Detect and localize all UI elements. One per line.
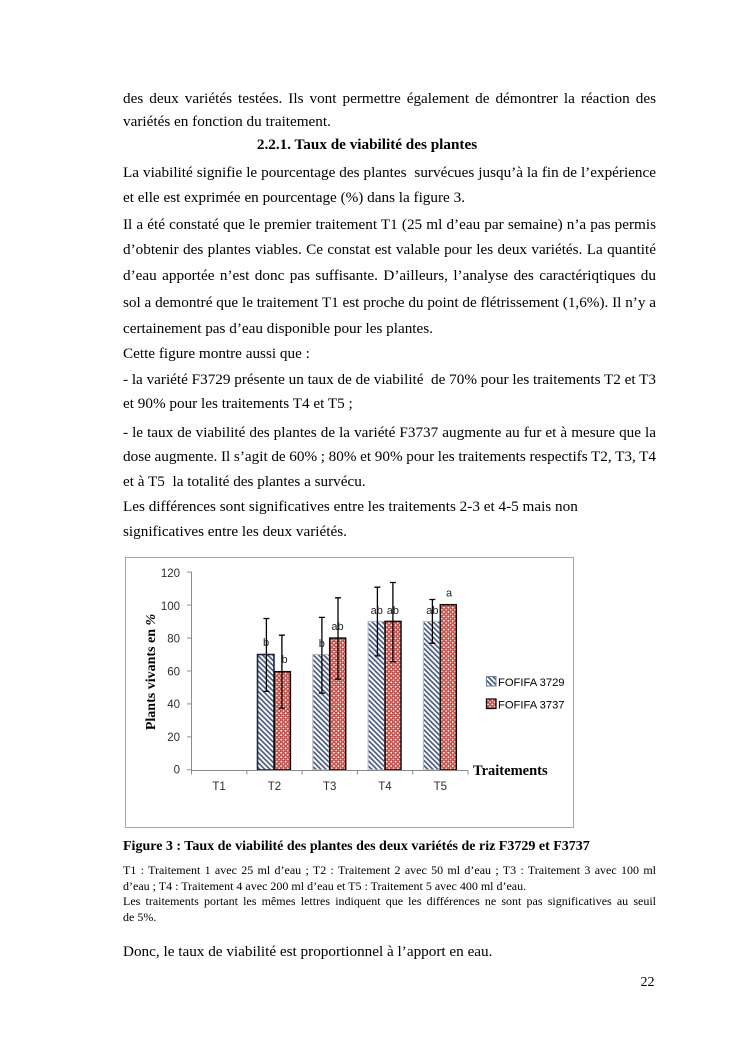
svg-text:ab: ab [371,605,383,617]
svg-text:ab: ab [426,605,438,617]
svg-text:T1: T1 [212,781,225,793]
svg-text:120: 120 [161,568,180,580]
svg-text:Traitements: Traitements [473,763,548,779]
svg-text:T2: T2 [268,781,281,793]
svg-text:b: b [281,654,287,666]
svg-text:b: b [263,637,269,649]
svg-text:ab: ab [331,621,343,633]
svg-text:a: a [446,588,453,600]
svg-text:ab: ab [387,605,399,617]
svg-text:20: 20 [167,732,180,744]
svg-text:100: 100 [161,601,180,613]
svg-text:FOFIFA 3729: FOFIFA 3729 [498,677,565,689]
svg-text:Plants vivants en %: Plants vivants en % [144,614,159,730]
svg-text:0: 0 [174,765,180,777]
svg-text:40: 40 [167,699,180,711]
svg-text:T3: T3 [323,781,336,793]
svg-text:T4: T4 [378,781,392,793]
svg-text:60: 60 [167,666,180,678]
svg-text:T5: T5 [434,781,447,793]
svg-text:b: b [319,638,325,650]
svg-text:80: 80 [167,634,180,646]
svg-text:FOFIFA 3737: FOFIFA 3737 [498,700,565,712]
